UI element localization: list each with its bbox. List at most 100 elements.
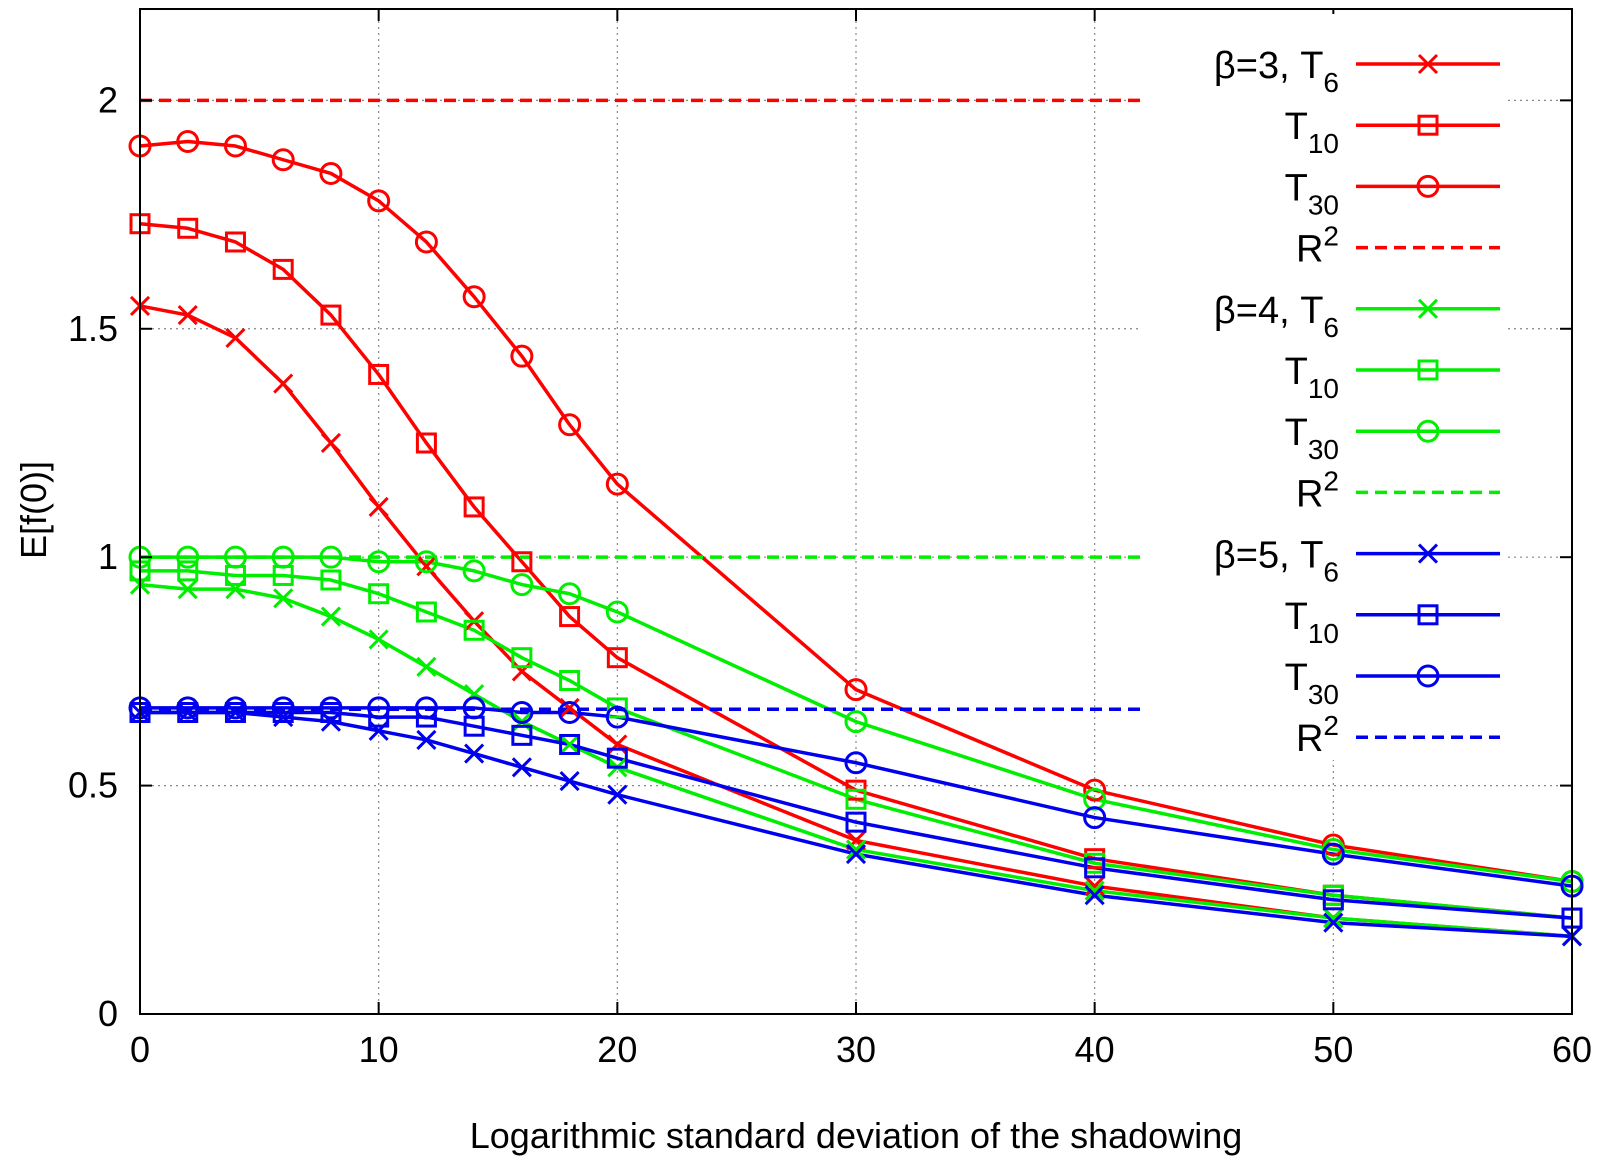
data-point-5-5 (368, 583, 390, 605)
data-point-4-9 (559, 734, 580, 755)
data-point-4-6 (416, 656, 437, 677)
series-line-2 (139, 139, 1573, 884)
legend-label-sub: 10 (1308, 128, 1339, 159)
data-point-0-3 (273, 373, 294, 394)
data-point-8-9 (559, 770, 580, 792)
x-tick-label: 50 (1313, 1029, 1353, 1070)
x-tick-label: 60 (1552, 1029, 1592, 1070)
x-axis-label: Logarithmic standard deviation of the sh… (470, 1115, 1243, 1156)
series-markers (128, 129, 1584, 947)
data-point-10-9 (558, 701, 582, 724)
legend-label-main: R (1296, 473, 1323, 515)
data-point-1-6 (415, 432, 437, 454)
legend-marker-8 (1417, 543, 1439, 564)
legend-label-main: T (1285, 657, 1308, 699)
data-point-5-8 (511, 647, 533, 669)
data-point-4-5 (368, 629, 389, 650)
data-point-1-5 (368, 363, 390, 385)
legend-label-9: T10 (1285, 596, 1339, 649)
data-point-10-2 (223, 696, 247, 720)
data-point-5-6 (415, 601, 437, 623)
data-point-0-10 (607, 734, 628, 755)
legend-label-main: β=5, T (1214, 535, 1324, 577)
data-point-0-12 (1084, 876, 1105, 897)
data-point-6-11 (844, 710, 868, 734)
data-point-10-8 (510, 701, 534, 724)
legend-label-sub: 6 (1323, 557, 1339, 588)
legend-marker-5 (1417, 359, 1439, 381)
data-point-6-5 (367, 550, 391, 574)
legend-label-0: β=3, T6 (1214, 45, 1339, 98)
y-tick-label: 0.5 (68, 765, 118, 806)
data-point-4-4 (320, 606, 341, 627)
data-point-1-3 (272, 258, 294, 280)
x-tick-labels: 0 10 20 30 40 50 60 (130, 1029, 1592, 1070)
data-point-10-11 (844, 751, 868, 775)
legend-background (1140, 14, 1506, 760)
data-point-4-11 (845, 839, 867, 860)
data-point-0-5 (368, 496, 389, 517)
legend-label-2: T30 (1285, 167, 1339, 220)
data-point-4-3 (273, 588, 294, 609)
data-point-1-7 (463, 496, 485, 518)
data-point-6-2 (223, 545, 247, 569)
legend-label-sub: 10 (1308, 373, 1339, 404)
data-point-10-6 (414, 696, 438, 720)
legend-marker-1 (1417, 114, 1439, 136)
data-point-4-13 (1323, 908, 1344, 929)
series-line-5 (140, 569, 1573, 920)
data-point-10-5 (367, 696, 391, 720)
legend-label-5: T10 (1285, 351, 1339, 404)
legend-label-sup: 2 (1323, 465, 1339, 496)
data-point-6-12 (1083, 787, 1107, 811)
legend-marker-6 (1416, 419, 1440, 443)
data-point-8-10 (607, 784, 628, 805)
y-tick-labels: 0 0.5 1 1.5 2 (68, 79, 118, 1034)
data-point-5-10 (606, 697, 628, 719)
legend-label-main: T (1285, 596, 1308, 638)
data-point-10-10 (605, 705, 629, 729)
legend-label-sup: 2 (1323, 710, 1339, 741)
data-point-0-4 (320, 432, 341, 454)
legend-label-4: β=4, T6 (1214, 290, 1339, 343)
legend-marker-0 (1417, 53, 1439, 75)
data-point-5-9 (559, 670, 581, 692)
legend-label-sub: 30 (1308, 434, 1339, 465)
data-point-6-4 (319, 545, 343, 569)
data-point-10-13 (1321, 842, 1345, 866)
legend-label-10: T30 (1285, 657, 1339, 710)
data-point-4-12 (1084, 880, 1105, 901)
legend-label-6: T30 (1285, 412, 1339, 465)
data-point-0-9 (559, 697, 580, 718)
data-point-10-4 (319, 696, 343, 720)
legend-marker-10 (1416, 664, 1440, 688)
data-point-6-8 (510, 573, 534, 597)
legend-label-main: β=3, T (1214, 45, 1324, 87)
data-point-10-1 (176, 696, 200, 720)
data-point-2-9 (558, 413, 582, 437)
data-point-0-1 (177, 305, 198, 326)
data-point-9-12 (1084, 857, 1106, 879)
series-line-1 (139, 221, 1573, 920)
y-tick-label: 2 (98, 79, 118, 120)
legend-label-8: β=5, T6 (1214, 535, 1339, 588)
legend-marker-4 (1417, 298, 1439, 319)
data-point-6-9 (558, 582, 582, 606)
data-point-9-6 (415, 706, 437, 728)
data-point-2-5 (367, 189, 391, 213)
legend-label-sub: 30 (1308, 679, 1339, 710)
grid-lines (140, 9, 1572, 1014)
legend-label-main: T (1285, 351, 1308, 393)
data-point-10-12 (1083, 806, 1107, 830)
data-point-0-2 (225, 327, 246, 348)
data-point-9-8 (511, 724, 533, 746)
legend-label-main: T (1285, 106, 1308, 148)
data-point-2-4 (319, 161, 343, 185)
data-point-5-11 (845, 788, 867, 810)
data-point-8-13 (1323, 912, 1344, 933)
data-point-5-4 (320, 569, 342, 591)
y-tick-label: 1.5 (68, 308, 118, 349)
x-tick-label: 0 (130, 1029, 150, 1070)
legend-marker-2 (1416, 174, 1440, 198)
